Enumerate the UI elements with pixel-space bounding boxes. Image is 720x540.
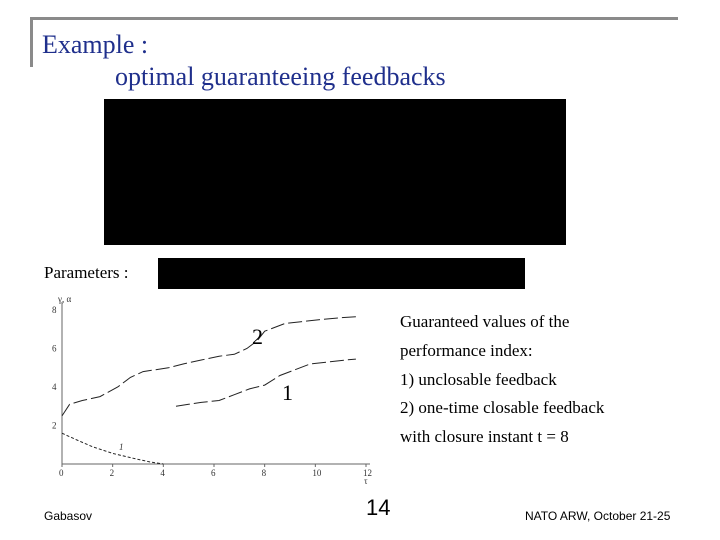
series-line-3	[61, 432, 164, 465]
x-tick-label: 4	[160, 468, 165, 478]
footer-page-number: 14	[366, 495, 391, 520]
y-tick-label: 2	[52, 421, 57, 431]
slide-title-line1: Example :	[42, 30, 149, 59]
annotation-curve-small: 1	[119, 442, 124, 452]
parameters-label: Parameters :	[44, 263, 129, 282]
y-axis-label: γ, α	[57, 294, 71, 304]
redacted-formula-block	[104, 99, 566, 245]
footer-author: Gabasov	[44, 509, 93, 523]
redacted-parameters-block	[158, 258, 525, 289]
x-tick-label: 8	[262, 468, 267, 478]
x-tick-label: 12	[363, 468, 372, 478]
x-tick-label: 10	[312, 468, 322, 478]
x-tick-label: 2	[110, 468, 115, 478]
caption-line: 1) unclosable feedback	[400, 369, 557, 389]
y-tick-labels: 2 4 6 8	[52, 305, 57, 431]
caption-line: Guaranteed values of the	[400, 312, 570, 331]
x-tick-labels: 0 2 4 6 8 10 12	[59, 464, 372, 478]
series-lines	[61, 316, 356, 465]
x-axis-label: τ	[364, 476, 368, 486]
x-tick-label: 0	[59, 468, 64, 478]
annotation-curve-1: 1	[282, 380, 293, 405]
series-line-2	[175, 358, 356, 407]
x-tick-label: 6	[211, 468, 216, 478]
slide-frame-top	[30, 17, 678, 20]
caption-line: performance index:	[400, 340, 533, 360]
y-tick-label: 6	[52, 344, 57, 354]
caption-line: with closure instant t = 8	[400, 427, 569, 447]
performance-chart: γ, α τ 2 4 6 8 0 2 4 6 8 10 12 2 1 1	[52, 294, 372, 486]
series-line-1	[61, 316, 356, 417]
chart-caption: Guaranteed values of the performance ind…	[400, 308, 700, 452]
footer-event: NATO ARW, October 21-25	[525, 509, 671, 523]
y-tick-label: 4	[52, 382, 57, 392]
y-tick-label: 8	[52, 305, 57, 315]
slide-frame-left	[30, 17, 33, 67]
slide-title-line2: optimal guaranteeing feedbacks	[115, 62, 446, 91]
caption-line: 2) one-time closable feedback	[400, 398, 605, 418]
annotation-curve-2: 2	[252, 324, 263, 349]
